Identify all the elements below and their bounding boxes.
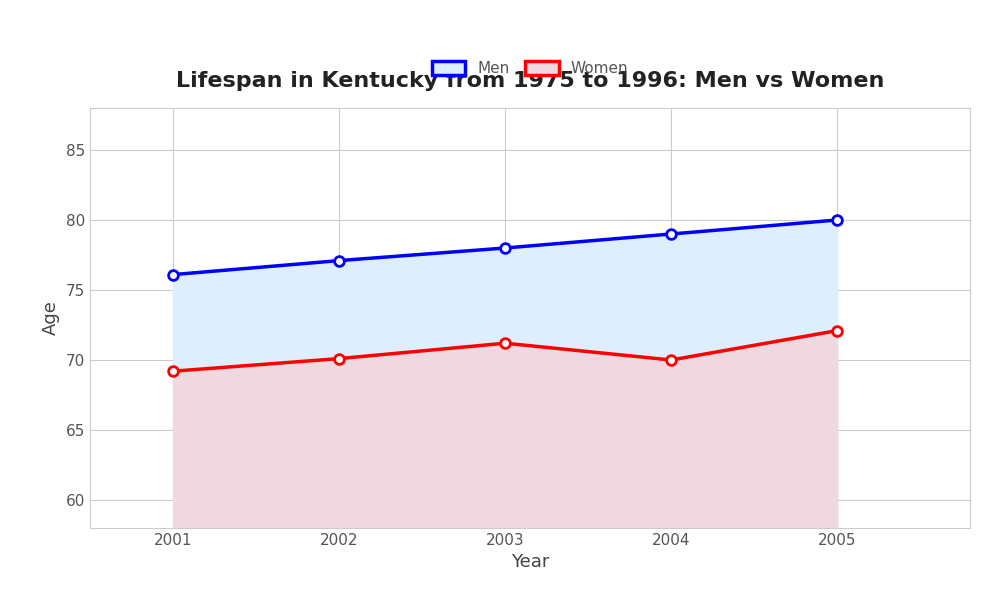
Y-axis label: Age: Age: [42, 301, 60, 335]
Legend: Men, Women: Men, Women: [432, 61, 628, 76]
Title: Lifespan in Kentucky from 1975 to 1996: Men vs Women: Lifespan in Kentucky from 1975 to 1996: …: [176, 71, 884, 91]
X-axis label: Year: Year: [511, 553, 549, 571]
